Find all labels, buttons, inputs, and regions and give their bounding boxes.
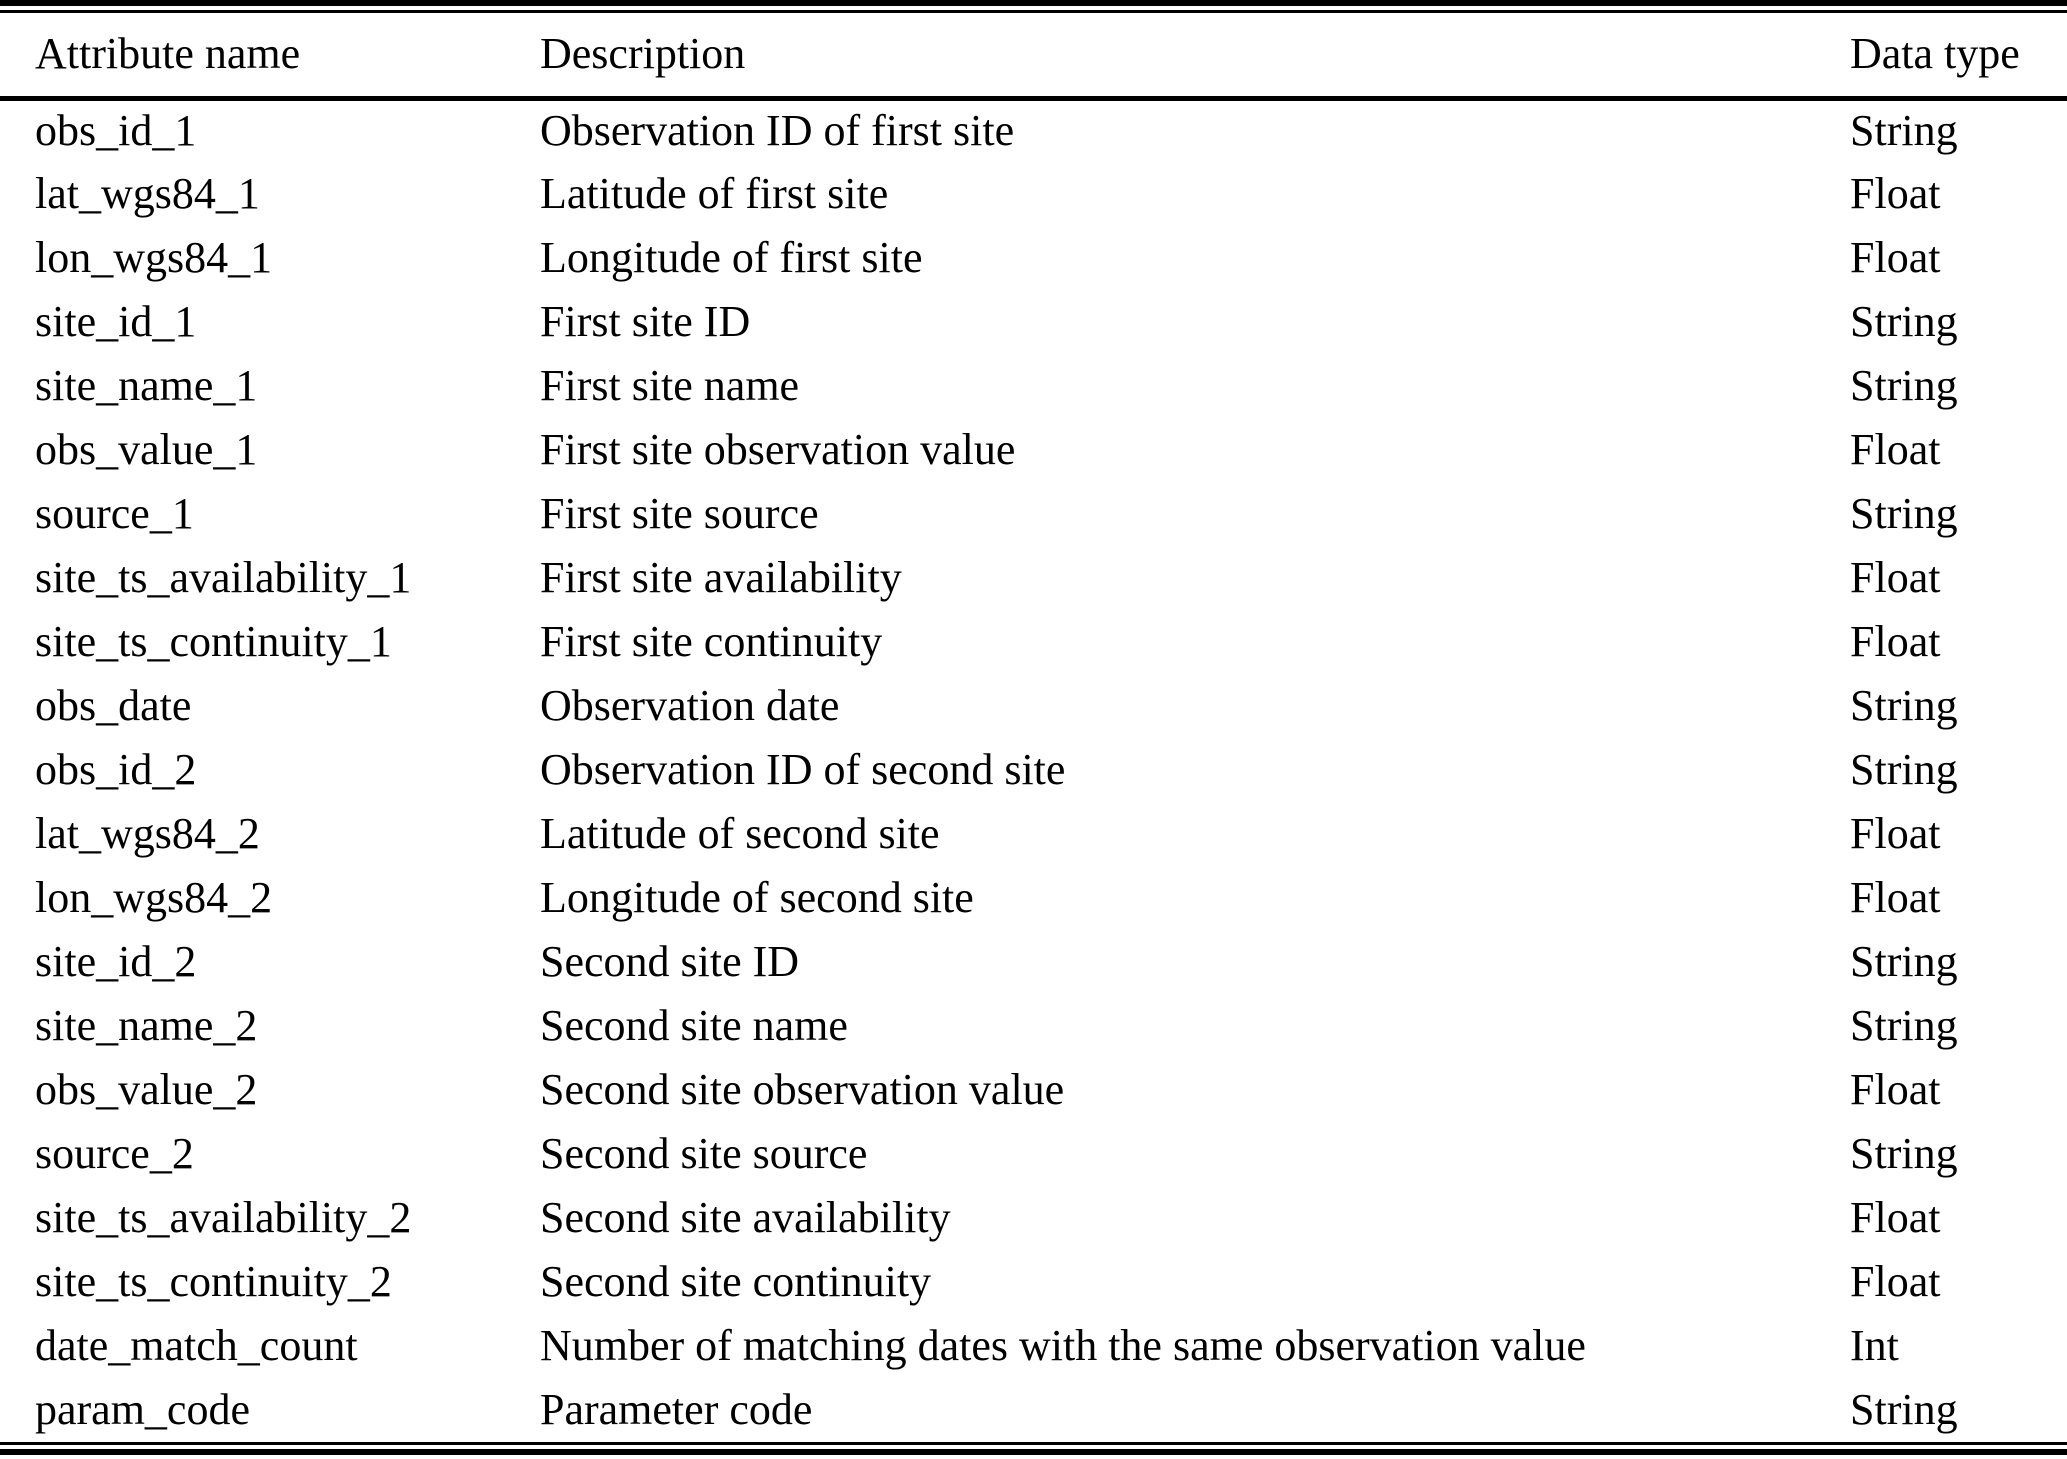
table-row: obs_value_2 Second site observation value… (0, 1058, 2067, 1122)
attribute-cell: site_id_2 (35, 937, 197, 986)
table-row: site_ts_continuity_2 Second site continui… (0, 1250, 2067, 1314)
attribute-cell: obs_value_1 (35, 425, 258, 474)
table-row: param_code Parameter code String (0, 1378, 2067, 1442)
datatype-cell: String (1850, 489, 1958, 538)
description-cell: Second site availability (540, 1193, 951, 1242)
datatype-cell: Float (1850, 1065, 1941, 1114)
bottom-rule-thin (0, 1442, 2067, 1445)
datatype-cell: String (1850, 297, 1958, 346)
description-cell: First site ID (540, 297, 751, 346)
table-row: date_match_count Number of matching dates… (0, 1314, 2067, 1378)
datatype-cell: Float (1850, 809, 1941, 858)
table-row: source_2 Second site source String (0, 1122, 2067, 1186)
table-row: lon_wgs84_2 Longitude of second site Float (0, 866, 2067, 930)
datatype-cell: Float (1850, 873, 1941, 922)
table-body: obs_id_1 Observation ID of first site Stri… (0, 98, 2067, 1442)
column-header-data-type: Data type (1850, 13, 2067, 101)
column-header-description: Description (540, 13, 1850, 101)
attribute-cell: site_name_2 (35, 1001, 258, 1050)
datatype-cell: Float (1850, 1193, 1941, 1242)
bottom-rule-thick (0, 1449, 2067, 1455)
top-rule-thick (0, 0, 2067, 6)
attribute-cell: source_2 (35, 1129, 194, 1178)
datatype-cell: String (1850, 1129, 1958, 1178)
datatype-cell: Float (1850, 233, 1941, 282)
description-cell: Observation ID of second site (540, 745, 1066, 794)
datatype-cell: String (1850, 106, 1958, 156)
attribute-cell: lon_wgs84_1 (35, 233, 273, 282)
attribute-cell: obs_date (35, 681, 192, 730)
description-cell: Second site observation value (540, 1065, 1065, 1114)
datatype-cell: String (1850, 937, 1958, 986)
table-row: site_id_2 Second site ID String (0, 930, 2067, 994)
datatype-cell: String (1850, 1001, 1958, 1050)
table-row: lat_wgs84_1 Latitude of first site Float (0, 162, 2067, 226)
table-row: lon_wgs84_1 Longitude of first site Float (0, 226, 2067, 290)
datatype-cell: Float (1850, 169, 1941, 218)
table-row: obs_id_1 Observation ID of first site Stri… (0, 98, 2067, 162)
attribute-cell: site_ts_continuity_2 (35, 1257, 392, 1306)
description-cell: Second site source (540, 1129, 868, 1178)
attribute-cell: site_ts_continuity_1 (35, 617, 392, 666)
datatype-cell: String (1850, 681, 1958, 730)
description-cell: Number of matching dates with the same o… (540, 1321, 1586, 1370)
datatype-cell: Float (1850, 617, 1941, 666)
table-row: obs_id_2 Observation ID of second site Str… (0, 738, 2067, 802)
table-row: site_ts_availability_2 Second site availa… (0, 1186, 2067, 1250)
description-cell: Parameter code (540, 1385, 813, 1434)
attribute-cell: site_ts_availability_2 (35, 1193, 412, 1242)
description-cell: First site continuity (540, 617, 883, 666)
description-cell: Latitude of second site (540, 809, 940, 858)
table-row: lat_wgs84_2 Latitude of second site Float (0, 802, 2067, 866)
description-cell: First site availability (540, 553, 902, 602)
table-row: site_name_2 Second site name String (0, 994, 2067, 1058)
datatype-cell: String (1850, 361, 1958, 410)
datatype-cell: String (1850, 1385, 1958, 1434)
attribute-cell: site_id_1 (35, 297, 197, 346)
description-cell: Longitude of first site (540, 233, 923, 282)
table-row: obs_date Observation date String (0, 674, 2067, 738)
datatype-cell: Float (1850, 425, 1941, 474)
description-cell: First site observation value (540, 425, 1016, 474)
description-cell: First site source (540, 489, 819, 538)
description-cell: Observation date (540, 681, 840, 730)
header-row: Attribute name Description Data type (0, 13, 2067, 101)
description-cell: Second site name (540, 1001, 848, 1050)
attribute-cell: lat_wgs84_1 (35, 169, 260, 218)
attribute-cell: site_name_1 (35, 361, 258, 410)
table-row: site_id_1 First site ID String (0, 290, 2067, 354)
attribute-cell: param_code (35, 1385, 250, 1434)
attribute-cell: obs_id_2 (35, 745, 197, 794)
attribute-cell: site_ts_availability_1 (35, 553, 412, 602)
description-cell: First site name (540, 361, 800, 410)
table-row: source_1 First site source String (0, 482, 2067, 546)
attribute-cell: lon_wgs84_2 (35, 873, 273, 922)
top-rule-thin (0, 10, 2067, 13)
description-cell: Second site continuity (540, 1257, 932, 1306)
table-row: site_ts_availability_1 First site availab… (0, 546, 2067, 610)
attribute-cell: obs_id_1 (35, 106, 197, 156)
table-row: site_name_1 First site name String (0, 354, 2067, 418)
attribute-cell: source_1 (35, 489, 194, 538)
attribute-cell: date_match_count (35, 1321, 358, 1370)
datatype-cell: String (1850, 745, 1958, 794)
description-cell: Longitude of second site (540, 873, 974, 922)
attribute-table: Attribute name Description Data type obs… (0, 13, 2067, 1442)
datatype-cell: Float (1850, 553, 1941, 602)
datatype-cell: Int (1850, 1321, 1899, 1370)
table-row: site_ts_continuity_1 First site continuit… (0, 610, 2067, 674)
table-header: Attribute name Description Data type (0, 13, 2067, 101)
column-header-attribute-name: Attribute name (0, 13, 540, 101)
table-row: obs_value_1 First site observation value F… (0, 418, 2067, 482)
attribute-cell: lat_wgs84_2 (35, 809, 260, 858)
attribute-cell: obs_value_2 (35, 1065, 258, 1114)
datatype-cell: Float (1850, 1257, 1941, 1306)
description-cell: Observation ID of first site (540, 106, 1015, 156)
description-cell: Second site ID (540, 937, 800, 986)
description-cell: Latitude of first site (540, 169, 889, 218)
